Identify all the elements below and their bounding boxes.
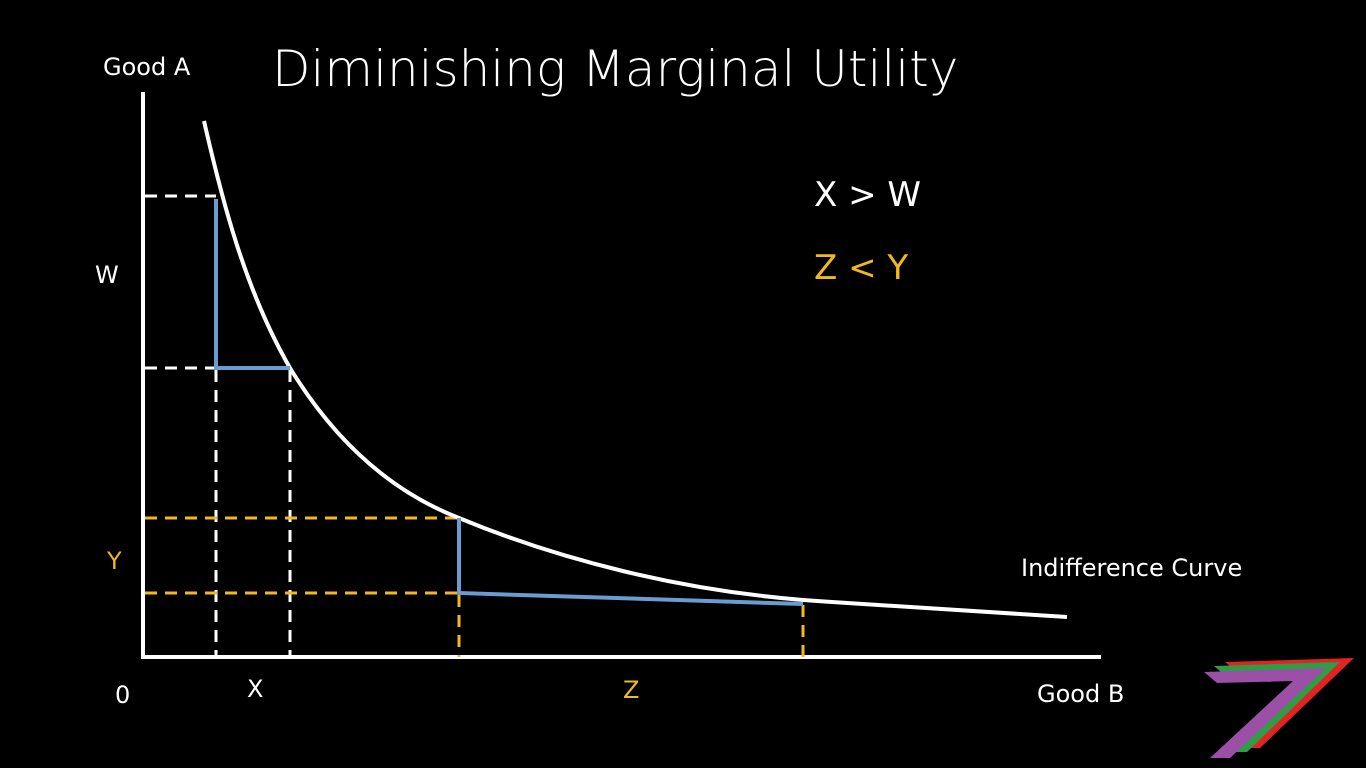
w-label: W bbox=[95, 261, 119, 289]
page-title: Diminishing Marginal Utility bbox=[272, 40, 959, 98]
lower-step bbox=[457, 518, 804, 606]
x-label: X bbox=[247, 675, 264, 703]
z-label: Z bbox=[623, 676, 640, 704]
curve-label: Indifference Curve bbox=[1021, 554, 1243, 582]
upper-step bbox=[214, 199, 290, 370]
indifference-curve bbox=[202, 120, 1068, 619]
relation-x-w: X > W bbox=[814, 175, 922, 215]
origin-label: 0 bbox=[115, 681, 131, 709]
relation-z-y: Z < Y bbox=[814, 248, 909, 288]
y-label: Y bbox=[107, 547, 122, 575]
y-axis-label: Good A bbox=[103, 53, 191, 81]
x-axis-label: Good B bbox=[1037, 680, 1125, 708]
logo bbox=[1204, 658, 1354, 758]
